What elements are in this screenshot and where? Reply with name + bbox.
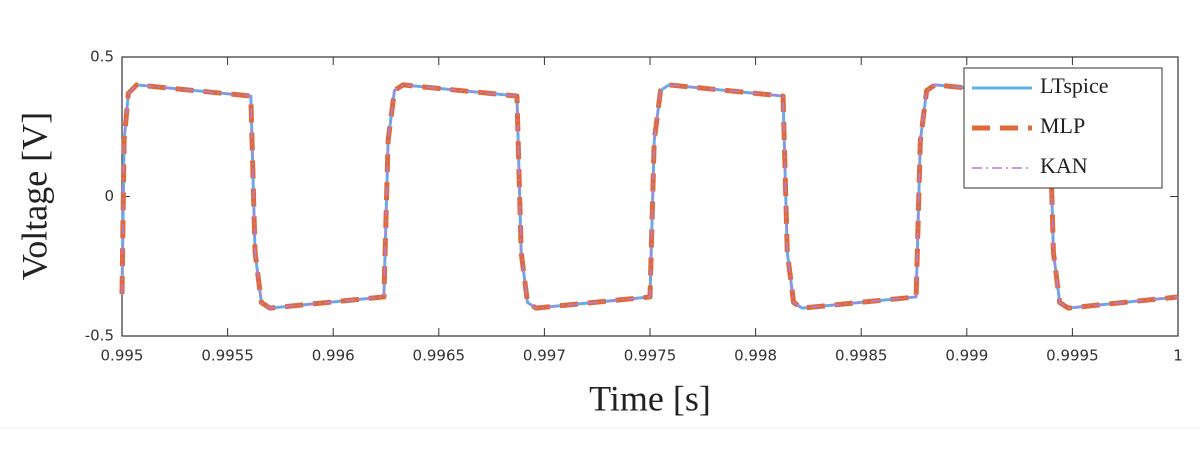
x-tick-label: 0.998	[734, 347, 777, 365]
x-tick-label: 0.997	[523, 347, 566, 365]
y-tick-label: -0.5	[85, 327, 114, 345]
x-tick-label: 0.9975	[624, 347, 677, 365]
x-tick-label: 0.996	[312, 347, 355, 365]
x-tick-label: 0.9985	[835, 347, 888, 365]
y-tick-label: 0	[104, 187, 114, 205]
y-axis-label: Voltage [V]	[14, 112, 54, 280]
x-tick-label: 1	[1173, 347, 1183, 365]
legend: LTspice MLP KAN	[963, 67, 1163, 189]
x-tick-label: 0.9995	[1046, 347, 1099, 365]
x-tick-label: 0.9965	[413, 347, 466, 365]
x-tick-label: 0.9955	[201, 347, 254, 365]
series-line	[121, 84, 1179, 309]
legend-label: MLP	[1040, 113, 1085, 138]
x-axis-label: Time [s]	[589, 378, 711, 418]
x-tick-label: 0.995	[101, 347, 144, 365]
legend-label: KAN	[1040, 153, 1088, 178]
x-tick-label: 0.999	[945, 347, 988, 365]
y-tick-label: 0.5	[90, 48, 114, 66]
legend-label: LTspice	[1040, 73, 1109, 98]
